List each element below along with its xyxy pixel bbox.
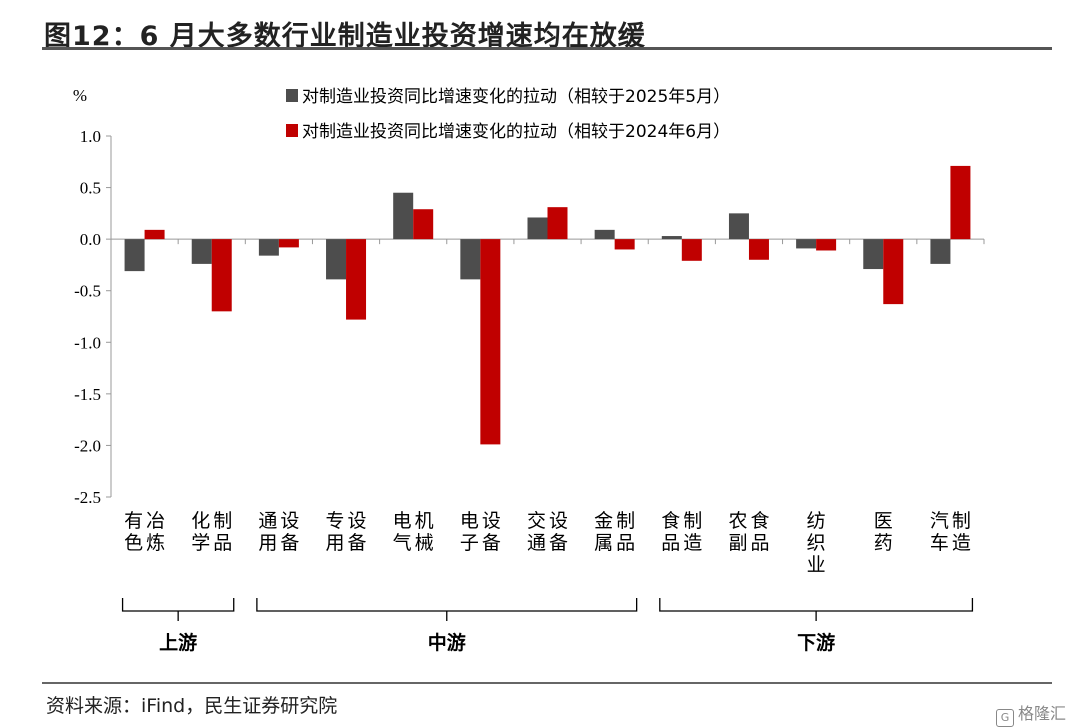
y-tick-label: -1.5 [74,385,101,404]
bar-series-2025 [796,239,817,249]
bar-series-2025 [124,239,145,272]
bar-series-2024 [816,239,837,251]
footer-divider [42,682,1052,684]
x-category-label: 化学制品 [191,510,232,554]
y-tick-label: -0.5 [74,282,101,301]
group-label: 上游 [159,631,197,654]
bar-series-2024 [681,239,702,261]
bar-series-2025 [863,239,884,270]
title-divider [42,47,1052,50]
bar-series-2024 [278,239,299,248]
bar-series-2025 [460,239,481,280]
legend-swatch [286,89,298,102]
bar-series-2025 [527,217,548,240]
watermark: G 格隆汇 [995,700,1066,727]
x-category-label: 有色冶炼 [124,510,165,554]
x-category-label: 通用设备 [258,510,299,554]
bar-series-2024 [144,229,165,240]
y-tick-label: -2.5 [74,488,101,507]
bar-series-2025 [393,192,414,240]
bar-series-2025 [594,229,615,240]
group-label: 中游 [428,631,466,654]
bar-series-2025 [728,213,749,240]
x-category-label: 电气机械 [393,510,434,554]
legend-entry: 对制造业投资同比增速变化的拉动（相较于2024年6月） [302,122,730,142]
bar-series-2024 [883,239,904,305]
y-tick-label: 1.0 [80,127,101,146]
group-bracket [256,598,638,621]
x-category-label: 医药 [874,510,893,554]
x-category-label: 纺织业 [807,510,826,576]
x-category-label: 交通设备 [527,510,568,554]
bar-series-2024 [211,239,232,312]
source-note: 资料来源：iFind，民生证券研究院 [46,695,338,717]
legend-swatch [286,124,298,137]
x-category-label: 汽车制造 [930,510,971,554]
x-category-label: 农副食品 [728,510,769,554]
group-bracket [659,598,974,621]
watermark-logo-icon: G [995,709,1014,727]
x-category-label: 金属制品 [594,510,635,554]
x-category-label: 电子设备 [460,510,501,554]
bar-series-2024 [413,209,434,240]
y-tick-label: 0.0 [80,230,101,249]
watermark-text: 格隆汇 [1017,704,1066,723]
figure-title: 图12：6 月大多数行业制造业投资增速均在放缓 [44,21,646,52]
bar-series-2024 [614,239,635,250]
bar-series-2025 [930,239,951,264]
x-category-label: 食品制造 [661,510,702,554]
bar-chart: 1.0 0.5 0.0 -0.5 -1.0 -1.5 -2.0 -2.5% 有色冶炼化学制品通用… [73,86,985,654]
bar-series-2025 [191,239,212,264]
bar-series-2025 [661,236,682,240]
group-label: 下游 [797,631,835,654]
bar-series-2025 [326,239,347,280]
bar-series-2024 [547,207,568,240]
x-category-label: 专用设备 [326,510,367,554]
bar-series-2024 [748,239,769,260]
bar-series-2024 [950,165,971,240]
y-axis-unit-label: % [73,86,87,105]
y-tick-label: -1.0 [74,333,101,352]
legend-entry: 对制造业投资同比增速变化的拉动（相较于2025年5月） [302,87,730,107]
group-bracket [121,598,235,621]
bar-series-2025 [258,239,279,256]
y-tick-label: -2.0 [74,436,101,455]
y-tick-label: 0.5 [80,179,101,198]
bar-series-2024 [480,239,501,445]
bar-series-2024 [346,239,367,320]
